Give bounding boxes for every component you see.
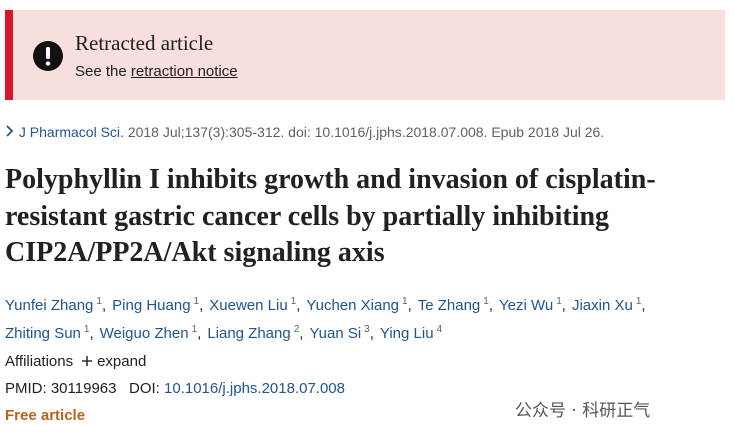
author-name[interactable]: Xuewen Liu [209, 297, 288, 314]
citation: J Pharmacol Sci. 2018 Jul;137(3):305-312… [5, 124, 604, 140]
author: Ying Liu 4 [380, 318, 442, 346]
author-list: Yunfei Zhang1Ping Huang1Xuewen Liu1Yuche… [5, 290, 717, 346]
author-name[interactable]: Yezi Wu [499, 297, 554, 314]
doi-label: DOI: [128, 380, 160, 397]
author: Weiguo Zhen 1 [100, 318, 202, 346]
affiliation-number: 1 [402, 296, 408, 307]
retraction-link[interactable]: retraction notice [130, 63, 238, 80]
author-name[interactable]: Yunfei Zhang [5, 297, 94, 314]
identifiers: PMID: 30119963 DOI: 10.1016/j.jphs.2018.… [5, 380, 345, 397]
affiliation-number: 4 [436, 324, 443, 335]
author-name[interactable]: Yuchen Xiang [306, 297, 399, 314]
author: Xuewen Liu 1 [209, 290, 300, 318]
affiliation-number: 3 [364, 324, 370, 335]
affiliations-label: Affiliations [5, 353, 74, 370]
author: Yuan Si 3 [309, 318, 373, 346]
affiliation-number: 1 [191, 324, 198, 335]
pmid-label: PMID: [5, 380, 47, 397]
free-article: Free article [5, 407, 86, 424]
author-name[interactable]: Weiguo Zhen [99, 325, 189, 342]
watermark: 公众号 · 科研正气 [515, 401, 651, 421]
expand-button[interactable]: expand [97, 353, 147, 370]
affiliation-number: 1 [635, 296, 642, 307]
author-name[interactable]: Te Zhang [417, 297, 481, 314]
affiliation-number: 1 [83, 324, 90, 335]
author: Yuchen Xiang 1 [306, 290, 411, 318]
banner-prefix: See the [75, 63, 127, 80]
author: Te Zhang 1 [418, 290, 493, 318]
article-title: Polyphyllin I inhibits growth and invasi… [5, 164, 656, 268]
plus-icon[interactable] [81, 355, 93, 367]
author: Ping Huang 1 [112, 290, 203, 318]
citation-details: 2018 Jul;137(3):305-312. doi: 10.1016/j.… [127, 124, 605, 140]
author: Zhiting Sun 1 [5, 318, 94, 346]
author-name[interactable]: Ying Liu [379, 325, 434, 342]
affiliation-number: 1 [290, 296, 297, 307]
retraction-banner: Retracted article See the retraction not… [5, 10, 725, 100]
banner-title: Retracted article [75, 31, 214, 55]
author: Yezi Wu 1 [499, 290, 566, 318]
author: Yunfei Zhang 1 [5, 290, 106, 318]
journal-link[interactable]: J Pharmacol Sci. [18, 124, 124, 140]
author-name[interactable]: Ping Huang [112, 297, 191, 314]
affiliation-number: 1 [556, 296, 562, 307]
author: Jiaxin Xu 1 [572, 290, 646, 318]
affiliation-number: 1 [483, 296, 489, 307]
affiliation-number: 1 [193, 296, 200, 307]
chevron [6, 125, 14, 137]
author: Liang Zhang 2 [207, 318, 303, 346]
author-name[interactable]: Zhiting Sun [5, 325, 81, 342]
author-name[interactable]: Jiaxin Xu [571, 297, 633, 314]
doi-link[interactable]: 10.1016/j.jphs.2018.07.008 [164, 380, 345, 397]
pmid: 30119963 [50, 380, 117, 397]
author-name[interactable]: Yuan Si [309, 325, 362, 342]
affiliation-number: 1 [96, 296, 102, 307]
banner-text: See the retraction notice [75, 63, 238, 80]
author-name[interactable]: Liang Zhang [207, 325, 291, 342]
alert-icon [33, 41, 63, 71]
affiliations: Affiliations expand [5, 353, 146, 370]
affiliation-number: 2 [293, 324, 300, 335]
